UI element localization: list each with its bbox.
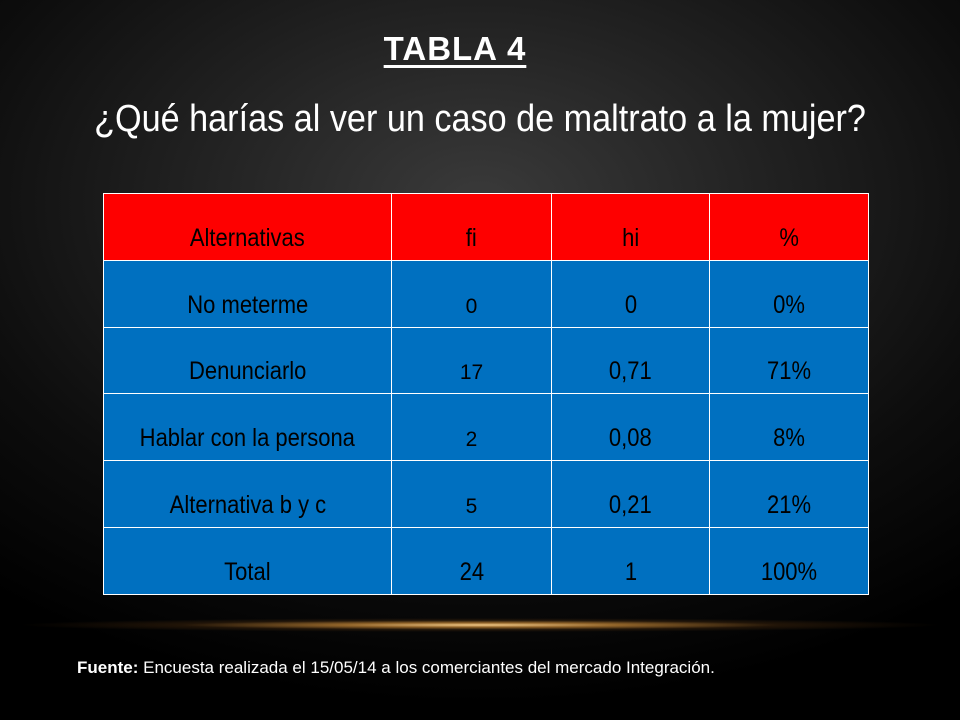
table-row: Hablar con la persona 2 0,08 8% (103, 393, 869, 462)
cell-fi-text: 2 (465, 428, 478, 452)
table-header-row: Alternativas fi hi % (103, 193, 869, 261)
cell-fi-text: 0 (465, 294, 478, 318)
cell-percent: 0% (709, 259, 869, 328)
cell-alternativa-text: Alternativa b y c (169, 491, 326, 520)
cell-fi: 5 (391, 460, 552, 529)
cell-fi: 0 (391, 259, 552, 328)
cell-hi-text: 0,71 (609, 357, 652, 386)
header-hi-text: hi (621, 223, 640, 252)
cell-hi-text: 0,08 (609, 424, 652, 453)
cell-alternativa: No meterme (103, 259, 392, 328)
header-fi: fi (391, 193, 552, 261)
cell-alternativa-text: Hablar con la persona (139, 424, 356, 453)
data-table: Alternativas fi hi % No meterme 0 0 0% D… (103, 193, 869, 595)
cell-percent-text: 71% (766, 357, 812, 386)
question-title: ¿Qué harías al ver un caso de maltrato a… (94, 98, 866, 140)
cell-percent: 8% (709, 393, 869, 462)
cell-hi: 0 (551, 259, 710, 328)
cell-hi-text: 0,21 (609, 491, 652, 520)
cell-fi-text: 5 (465, 495, 478, 519)
source-text: Encuesta realizada el 15/05/14 a los com… (138, 658, 715, 677)
header-alternativas: Alternativas (103, 193, 392, 261)
cell-alternativa-text: No meterme (186, 290, 309, 319)
table-row: No meterme 0 0 0% (103, 259, 869, 328)
cell-fi-text: 17 (459, 361, 484, 385)
cell-percent: 21% (709, 460, 869, 529)
cell-fi-text: 24 (459, 558, 484, 586)
cell-percent-text: 0% (773, 290, 805, 319)
table-row-total: Total 24 1 100% (103, 527, 869, 595)
source-note: Fuente: Encuesta realizada el 15/05/14 a… (77, 658, 715, 678)
table-row: Denunciarlo 17 0,71 71% (103, 326, 869, 395)
decorative-glow-line (0, 618, 960, 632)
cell-hi: 0,21 (551, 460, 710, 529)
header-percent-text: % (779, 223, 799, 252)
cell-alternativa: Total (103, 527, 392, 595)
header-fi-text: fi (466, 223, 477, 252)
cell-fi: 2 (391, 393, 552, 462)
cell-hi: 0,08 (551, 393, 710, 462)
cell-percent-text: 100% (760, 558, 818, 586)
slide-label-text: TABLA 4 (383, 30, 527, 67)
cell-hi: 1 (551, 527, 710, 595)
cell-alternativa: Hablar con la persona (103, 393, 392, 462)
cell-alternativa-text: Denunciarlo (188, 357, 307, 386)
cell-percent: 71% (709, 326, 869, 395)
source-label: Fuente: (77, 658, 139, 677)
cell-percent: 100% (709, 527, 869, 595)
cell-alternativa: Denunciarlo (103, 326, 392, 395)
cell-fi: 24 (391, 527, 552, 595)
cell-hi-text: 1 (624, 558, 637, 586)
table-row: Alternativa b y c 5 0,21 21% (103, 460, 869, 529)
header-alternativas-text: Alternativas (190, 223, 305, 252)
cell-percent-text: 8% (773, 424, 805, 453)
cell-alternativa: Alternativa b y c (103, 460, 392, 529)
slide-label: TABLA 4 (0, 30, 910, 68)
cell-fi: 17 (391, 326, 552, 395)
cell-percent-text: 21% (766, 491, 812, 520)
cell-hi-text: 0 (624, 290, 637, 319)
cell-hi: 0,71 (551, 326, 710, 395)
header-hi: hi (551, 193, 710, 261)
header-percent: % (709, 193, 869, 261)
cell-alternativa-text: Total (224, 558, 271, 586)
